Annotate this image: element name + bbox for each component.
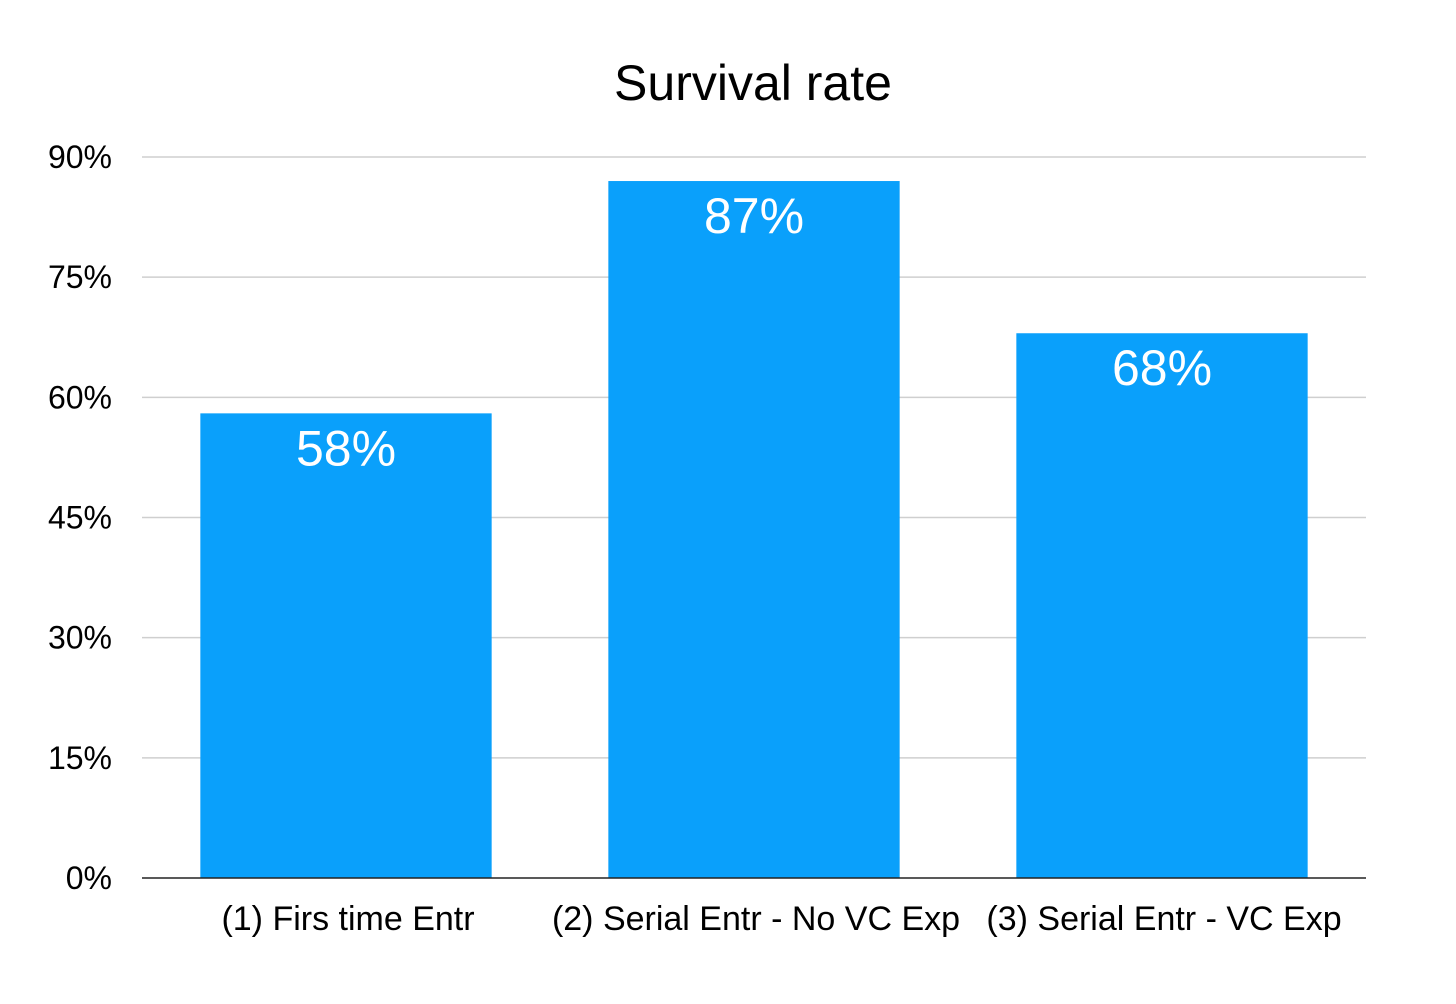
bar-value-label: 68% xyxy=(1112,340,1212,396)
bar xyxy=(1016,333,1308,878)
data-labels: 58% 87% 68% xyxy=(296,188,1212,476)
y-tick-label: 30% xyxy=(48,620,112,656)
y-tick-label: 75% xyxy=(48,259,112,295)
x-category-label: (1) Firs time Entr xyxy=(221,900,474,938)
y-tick-label: 15% xyxy=(48,740,112,776)
bars xyxy=(200,181,1308,879)
bar xyxy=(608,181,900,879)
y-tick-label: 60% xyxy=(48,379,112,415)
y-tick-label: 45% xyxy=(48,500,112,536)
bar-value-label: 58% xyxy=(296,420,396,476)
x-category-label: (2) Serial Entr - No VC Exp xyxy=(552,900,960,938)
y-tick-label: 90% xyxy=(48,139,112,175)
y-axis-tick-labels: 0% 15% 30% 45% 60% 75% 90% xyxy=(48,139,112,896)
x-category-label: (3) Serial Entr - VC Exp xyxy=(986,900,1341,938)
bar-value-label: 87% xyxy=(704,188,804,244)
chart-title: Survival rate xyxy=(614,55,892,111)
bar xyxy=(200,413,492,878)
y-tick-label: 0% xyxy=(66,860,112,896)
x-axis-category-labels: (1) Firs time Entr (2) Serial Entr - No V… xyxy=(221,900,1341,938)
